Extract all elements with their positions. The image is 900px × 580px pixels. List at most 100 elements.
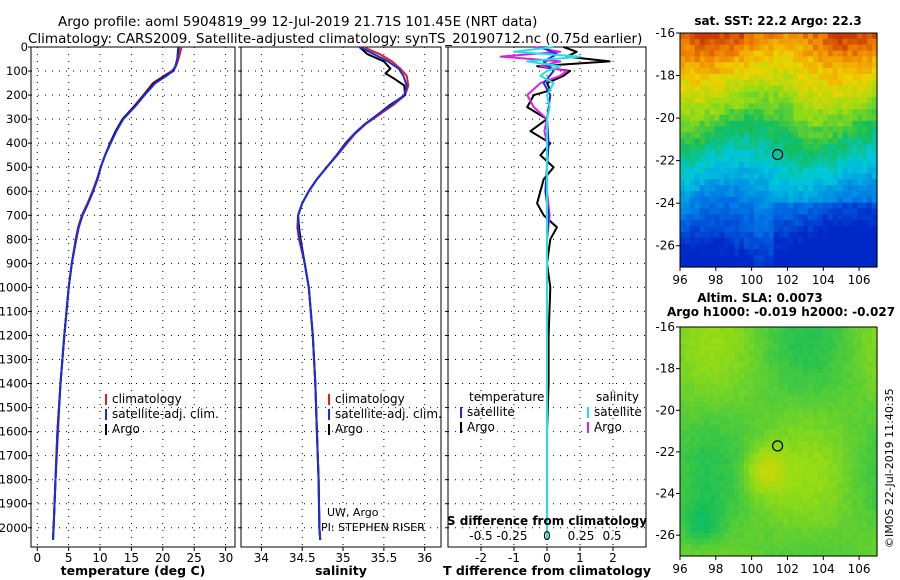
map-cell [852, 226, 858, 233]
map-cell [724, 349, 730, 357]
map-cell [773, 126, 780, 134]
map-cell [758, 185, 765, 192]
map-cell [827, 161, 834, 169]
map-cell [744, 430, 750, 437]
map-cell [832, 132, 839, 139]
map-cell [763, 91, 770, 98]
map-cell [867, 155, 873, 163]
map-cell [778, 367, 785, 374]
map-cell [827, 114, 834, 122]
map-cell [714, 255, 720, 262]
map-cell [680, 249, 686, 256]
map-cell [803, 114, 809, 122]
map-cell [862, 361, 868, 368]
map-cell [857, 62, 863, 69]
map-cell [827, 424, 834, 431]
map-cell [872, 464, 878, 471]
map-cell [714, 185, 720, 192]
map-cell [719, 196, 725, 204]
map-cell [694, 464, 701, 471]
map-cell [758, 412, 765, 420]
x-tick-label: 0 [543, 551, 551, 565]
map-cell [724, 226, 730, 233]
map-cell [758, 447, 765, 454]
map-cell [684, 435, 691, 443]
map-cell [822, 120, 829, 128]
map-cell [719, 498, 725, 506]
map-cell [778, 418, 785, 425]
map-cell [773, 62, 780, 69]
map-cell [684, 231, 691, 239]
map-cell [719, 418, 725, 425]
map-cell [867, 103, 873, 110]
map-cell [798, 487, 804, 494]
map-cell [734, 327, 740, 334]
map-cell [842, 50, 849, 57]
map-cell [847, 231, 853, 239]
map-cell [837, 220, 844, 227]
map-cell [857, 56, 863, 63]
map-cell [714, 91, 720, 98]
map-cell [753, 243, 760, 251]
map-cell [857, 418, 863, 425]
map-cell [852, 38, 858, 46]
map-cell [734, 38, 740, 46]
map-cell [812, 332, 819, 340]
map-cell [803, 150, 809, 157]
map-cell [827, 202, 834, 210]
map-cell [729, 338, 735, 345]
map-cell [694, 367, 701, 374]
map-cell [827, 458, 834, 465]
map-cell [857, 79, 863, 87]
map-cell [832, 498, 839, 506]
map-cell [719, 493, 725, 500]
map-cell [719, 378, 725, 385]
map-cell [788, 103, 794, 110]
map-cell [847, 44, 853, 52]
map-cell [788, 243, 794, 251]
map-cell [768, 344, 775, 351]
map-cell [788, 424, 794, 431]
map-cell [704, 401, 711, 408]
map-cell [680, 237, 686, 245]
map-cell [704, 361, 711, 368]
map-cell [808, 132, 814, 139]
map-cell [808, 418, 814, 425]
map-cell [773, 493, 780, 500]
map-cell [763, 173, 770, 180]
map-cell [822, 179, 829, 186]
map-cell [812, 85, 819, 93]
map-cell [709, 395, 716, 403]
map-cell [788, 430, 794, 437]
map-cell [788, 126, 794, 134]
map-cell [719, 355, 725, 362]
map-cell [744, 349, 750, 357]
map-cell [753, 367, 760, 374]
map-cell [758, 220, 765, 227]
map-cell [680, 384, 686, 391]
map-cell [758, 103, 765, 110]
map-cell [719, 249, 725, 256]
map-cell [778, 208, 785, 215]
map-cell [773, 237, 780, 245]
map-cell [719, 79, 725, 87]
map-cell [803, 424, 809, 431]
map-cell [734, 332, 740, 340]
map-cell [842, 185, 849, 192]
map-cell [832, 550, 839, 557]
map-cell [744, 126, 750, 134]
map-cell [812, 114, 819, 122]
map-cell [872, 338, 878, 345]
map-cell [773, 38, 780, 46]
map-cell [719, 470, 725, 477]
map-cell [827, 179, 834, 186]
map-cell [808, 401, 814, 408]
map-cell [812, 447, 819, 454]
map-cell [857, 85, 863, 93]
map-cell [748, 430, 755, 437]
map-cell [798, 355, 804, 362]
map-cell [827, 464, 834, 471]
map-cell [857, 155, 863, 163]
map-cell [748, 424, 755, 431]
map-cell [680, 79, 686, 87]
